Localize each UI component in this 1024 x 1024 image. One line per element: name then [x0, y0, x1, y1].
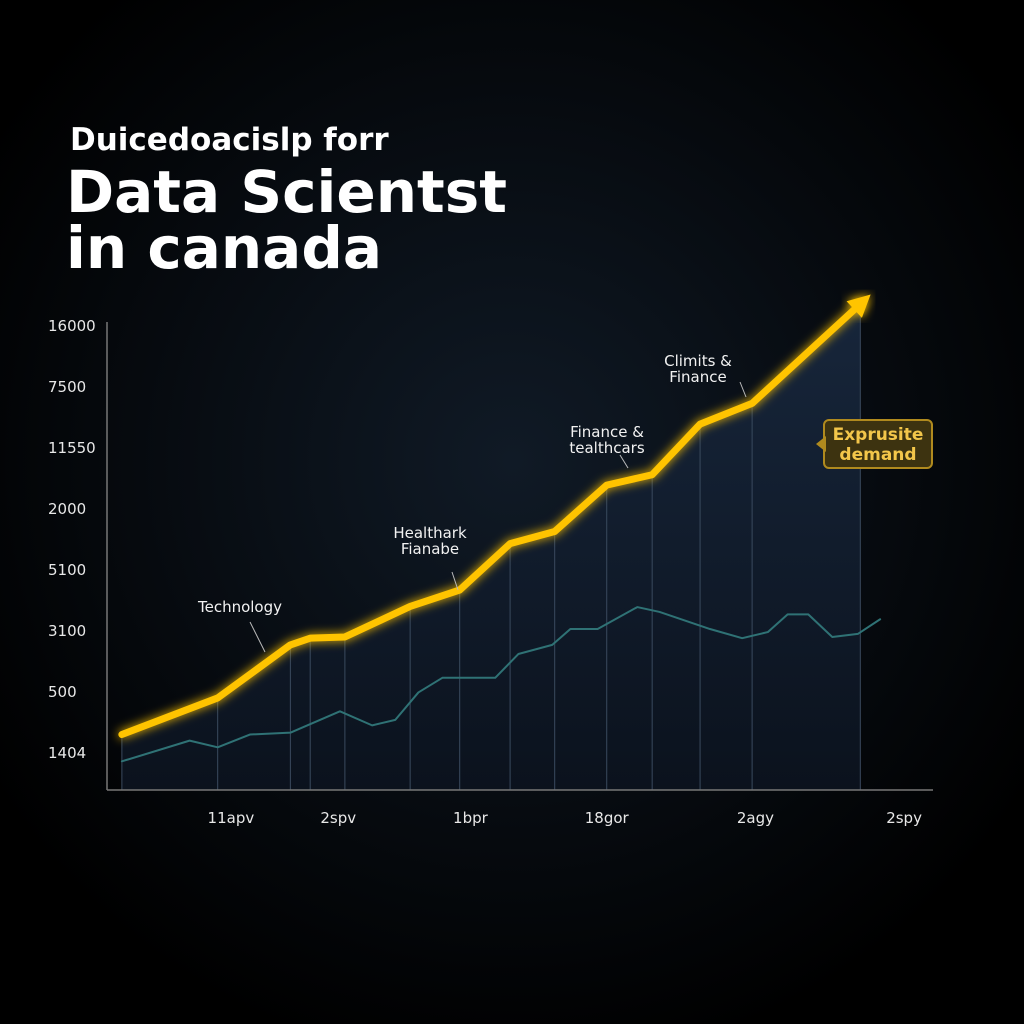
- y-tick-label: 7500: [48, 378, 86, 396]
- line-series: [118, 300, 864, 739]
- annotation-pointer: [249, 621, 266, 653]
- area-fill: [121, 304, 861, 790]
- y-tick-label: 500: [48, 683, 77, 701]
- line-series: [120, 606, 882, 763]
- x-tick-label: 18gor: [585, 809, 630, 827]
- arrow-head: [846, 294, 871, 318]
- callout-text: demand: [839, 445, 916, 465]
- callout-text: Exprusite: [833, 425, 924, 445]
- y-tick-label: 11550: [48, 439, 96, 457]
- annotation-pointer: [619, 454, 629, 469]
- x-tick-label: 2agy: [737, 809, 774, 827]
- title: in canada: [66, 214, 382, 282]
- x-tick-label: 2spy: [886, 809, 922, 827]
- annotation-text: tealthcars: [569, 439, 644, 457]
- annotation-pointer: [739, 381, 747, 398]
- title: Data Scientst: [66, 158, 507, 226]
- y-tick-label: 3100: [48, 622, 86, 640]
- annotation-text: Healthark: [393, 524, 467, 542]
- x-tick-label: 11apv: [208, 809, 255, 827]
- annotation-text: Climits &: [664, 352, 732, 370]
- annotation-pointer: [451, 571, 459, 591]
- annotation-text: Finance &: [570, 423, 644, 441]
- subtitle: Duicedoacislp forr: [70, 122, 389, 158]
- annotation-text: Finance: [669, 368, 726, 386]
- callout-pointer: [816, 436, 826, 452]
- plot: 1404 500 3100 5100 2000 11550 7500 16000 11apv 2s…: [48, 294, 933, 827]
- x-tick-label: 2spv: [320, 809, 356, 827]
- annotation-text: Technology: [197, 598, 282, 616]
- annotation-text: Fianabe: [401, 540, 459, 558]
- y-tick-label: 2000: [48, 500, 86, 518]
- y-tick-label: 16000: [48, 317, 96, 335]
- y-tick-label: 1404: [48, 744, 86, 762]
- x-tick-label: 1bpr: [453, 809, 489, 827]
- y-tick-label: 5100: [48, 561, 86, 579]
